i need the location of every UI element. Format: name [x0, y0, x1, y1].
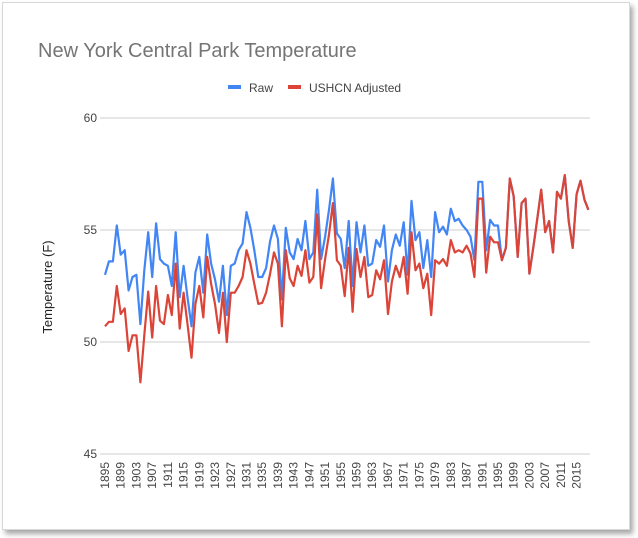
- x-tick-label: 1979: [428, 462, 442, 489]
- x-tick-label: 1963: [365, 462, 379, 489]
- legend-swatch-adjusted: [288, 85, 301, 89]
- x-tick-label: 1927: [224, 462, 238, 489]
- series-line-ushcn-adjusted[interactable]: [104, 174, 590, 384]
- x-tick-label: 2015: [570, 462, 584, 489]
- x-tick-label: 1935: [255, 462, 269, 489]
- x-tick-label: 2011: [554, 462, 568, 488]
- x-tick-label: 1903: [129, 462, 143, 489]
- y-tick-label: 50: [84, 335, 98, 349]
- y-tick-label: 60: [84, 111, 98, 125]
- x-tick-label: 1899: [114, 462, 128, 489]
- x-tick-label: 1951: [318, 462, 332, 489]
- x-tick-label: 1907: [145, 462, 159, 489]
- x-tick-label: 1975: [412, 462, 426, 489]
- x-tick-label: 1991: [475, 462, 489, 489]
- x-tick-label: 1911: [161, 462, 175, 488]
- x-tick-label: 1983: [444, 462, 458, 489]
- x-tick-label: 1895: [98, 462, 112, 489]
- x-tick-label: 1987: [460, 462, 474, 489]
- x-tick-label: 1995: [491, 462, 505, 489]
- x-tick-label: 1919: [192, 462, 206, 489]
- x-tick-label: 1967: [381, 462, 395, 489]
- x-tick-label: 1939: [271, 462, 285, 489]
- legend: Raw USHCN Adjusted: [228, 81, 401, 95]
- y-tick-label: 55: [84, 223, 98, 237]
- x-tick-label: 1999: [507, 462, 521, 489]
- x-tick-label: 1947: [302, 462, 316, 489]
- x-tick-label: 1971: [397, 462, 411, 489]
- x-tick-label: 1959: [350, 462, 364, 489]
- legend-label-adjusted[interactable]: USHCN Adjusted: [309, 81, 401, 95]
- chart-title: New York Central Park Temperature: [38, 40, 357, 62]
- x-tick-label: 1923: [208, 462, 222, 489]
- x-tick-label: 1943: [287, 462, 301, 489]
- x-tick-label: 2003: [522, 462, 536, 489]
- legend-label-raw[interactable]: Raw: [249, 81, 273, 95]
- x-tick-label: 1931: [239, 462, 253, 489]
- y-axis-label: Temperature (F): [40, 240, 55, 333]
- x-tick-label: 1915: [177, 462, 191, 489]
- y-tick-label: 45: [84, 447, 98, 461]
- legend-swatch-raw: [228, 85, 241, 89]
- x-tick-label: 1955: [334, 462, 348, 489]
- x-tick-label: 2007: [538, 462, 552, 489]
